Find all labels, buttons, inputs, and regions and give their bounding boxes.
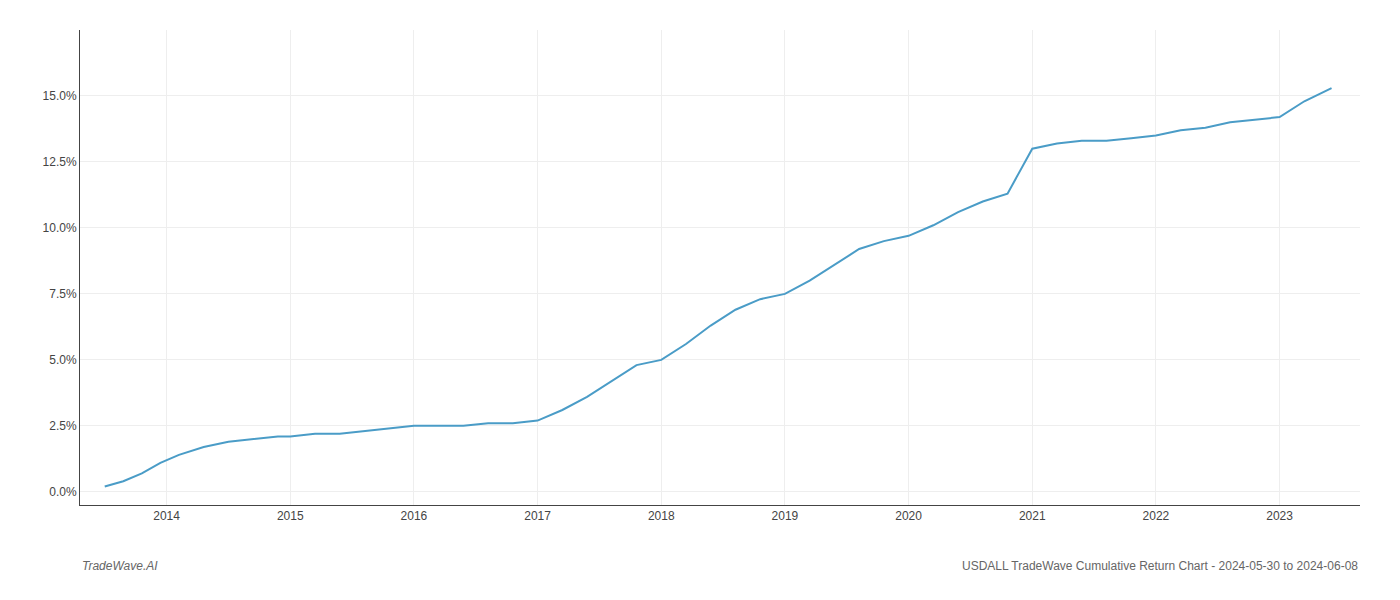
svg-text:15.0%: 15.0%: [43, 89, 77, 103]
svg-text:12.5%: 12.5%: [43, 155, 77, 169]
svg-text:2018: 2018: [648, 509, 675, 523]
svg-text:2020: 2020: [895, 509, 922, 523]
svg-text:USDALL TradeWave Cumulative Re: USDALL TradeWave Cumulative Return Chart…: [962, 559, 1358, 573]
svg-text:2022: 2022: [1143, 509, 1170, 523]
svg-text:2015: 2015: [277, 509, 304, 523]
svg-text:2021: 2021: [1019, 509, 1046, 523]
svg-text:2017: 2017: [524, 509, 551, 523]
svg-text:2016: 2016: [401, 509, 428, 523]
svg-text:5.0%: 5.0%: [49, 353, 77, 367]
svg-text:2023: 2023: [1266, 509, 1293, 523]
svg-text:2014: 2014: [153, 509, 180, 523]
svg-text:2019: 2019: [772, 509, 799, 523]
svg-text:0.0%: 0.0%: [49, 485, 77, 499]
svg-text:TradeWave.AI: TradeWave.AI: [82, 559, 158, 573]
svg-text:7.5%: 7.5%: [49, 287, 77, 301]
svg-text:2.5%: 2.5%: [49, 419, 77, 433]
svg-text:10.0%: 10.0%: [43, 221, 77, 235]
